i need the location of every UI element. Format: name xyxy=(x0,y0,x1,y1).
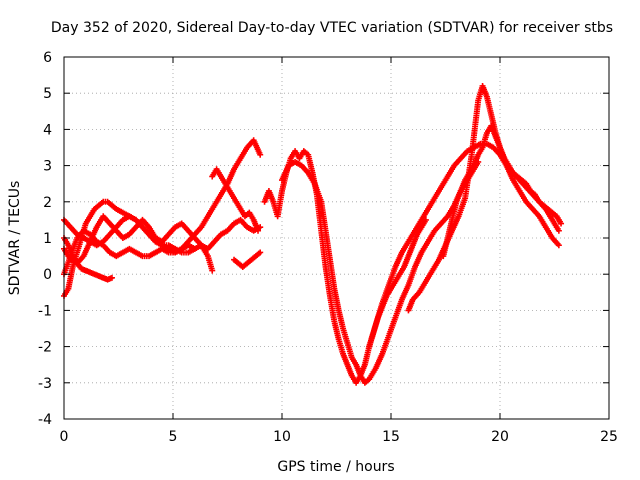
series-track-g xyxy=(231,249,264,270)
y-tick-label: -2 xyxy=(38,340,52,356)
y-tick-label: 5 xyxy=(43,86,52,102)
y-tick-label: 0 xyxy=(43,267,52,283)
axis-ticks: 0 5 10 15 20 25 -4 -3 -2 -1 0 1 2 3 4 5 6 xyxy=(38,50,618,445)
data-point-marker xyxy=(257,151,264,158)
data-series xyxy=(61,82,565,386)
y-tick-label: -3 xyxy=(38,376,52,392)
x-tick-label: 0 xyxy=(60,429,69,445)
y-tick-label: -1 xyxy=(38,303,52,319)
y-tick-label: 3 xyxy=(43,159,52,175)
data-point-marker xyxy=(108,274,115,281)
series-track-h xyxy=(261,148,429,386)
series-track-i xyxy=(279,158,482,386)
series-track-l xyxy=(440,122,565,260)
data-point-marker xyxy=(558,220,565,227)
data-point-marker xyxy=(209,267,216,274)
data-point-marker xyxy=(255,227,262,234)
series-track-e xyxy=(61,227,198,278)
x-tick-label: 10 xyxy=(273,429,291,445)
data-point-marker xyxy=(555,227,562,234)
x-tick-label: 5 xyxy=(169,429,178,445)
x-axis-label: GPS time / hours xyxy=(277,459,394,475)
chart-title: Day 352 of 2020, Sidereal Day-to-day VTE… xyxy=(51,20,613,36)
y-axis-label: SDTVAR / TECUs xyxy=(7,181,23,296)
y-tick-label: 1 xyxy=(43,231,52,247)
y-tick-label: 4 xyxy=(43,122,52,138)
x-tick-label: 20 xyxy=(491,429,509,445)
y-tick-label: 6 xyxy=(43,50,52,66)
data-point-marker xyxy=(191,245,198,252)
x-tick-label: 25 xyxy=(600,429,618,445)
y-tick-label: 2 xyxy=(43,195,52,211)
series-track-f xyxy=(209,166,262,234)
y-tick-label: -4 xyxy=(38,412,52,428)
x-tick-label: 15 xyxy=(382,429,400,445)
data-point-marker xyxy=(257,249,264,256)
grid xyxy=(64,57,609,419)
data-point-marker xyxy=(555,242,562,249)
